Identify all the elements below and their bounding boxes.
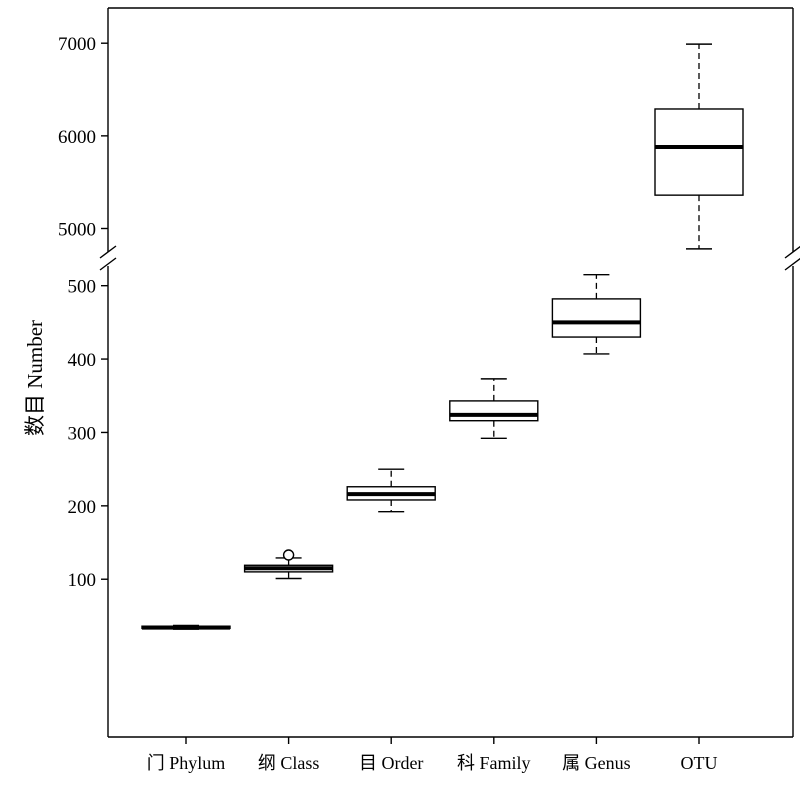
y-tick-label: 7000 <box>58 34 96 55</box>
y-tick-label: 5000 <box>58 220 96 241</box>
x-tick-label: 门 Phylum <box>147 753 226 773</box>
y-tick-label: 6000 <box>58 127 96 148</box>
x-tick-label: 目 Order <box>359 753 423 773</box>
y-tick-label: 500 <box>68 277 97 298</box>
box-iqr <box>654 108 744 196</box>
axis-break-mark-right-2 <box>784 257 800 271</box>
plot-area: 5000 6000 7000 100 200 300 400 500 门 Phylum 纲 Cla… <box>58 7 800 773</box>
axis-break-mark-left-1 <box>99 245 117 259</box>
y-axis-title: 数目 Number <box>23 320 47 436</box>
x-tick-label: 纲 Class <box>258 753 320 773</box>
y-tick-label: 400 <box>68 350 97 371</box>
x-tick-label: OTU <box>681 753 718 773</box>
box-iqr <box>449 400 539 422</box>
y-tick-label: 200 <box>68 497 97 518</box>
y-tick-label: 100 <box>68 570 97 591</box>
x-tick-label: 属 Genus <box>562 753 631 773</box>
box-iqr <box>551 298 642 338</box>
x-tick-label: 科 Family <box>457 753 531 773</box>
axis-break-mark-right-1 <box>784 245 800 259</box>
y-tick-label: 300 <box>68 423 97 444</box>
outlier-point <box>282 549 295 561</box>
axis-break-mark-left-2 <box>99 257 117 271</box>
